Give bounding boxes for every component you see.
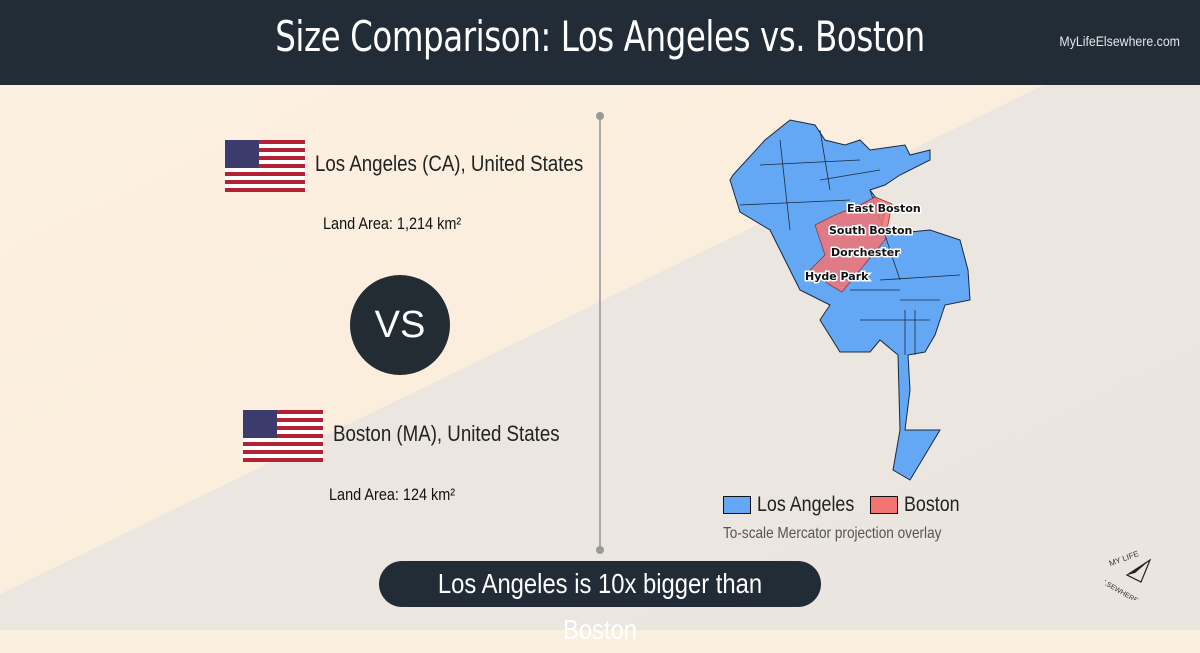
map-label-east-boston: East Boston [847,202,921,215]
divider [599,115,601,550]
divider-dot [596,546,604,554]
map-label-hyde-park: Hyde Park [805,270,869,283]
map-label-dorchester: Dorchester [831,246,900,259]
map-label-south-boston: South Boston [829,224,912,237]
legend-label: Los Angeles [757,493,855,516]
city2-land-area: Land Area: 124 km² [329,485,456,504]
legend-label: Boston [904,493,960,516]
city1-land-area: Land Area: 1,214 km² [323,214,462,233]
legend-los-angeles: Los Angeles [723,493,871,517]
map-note: To-scale Mercator projection overlay [723,525,942,542]
svg-text:ELSEWHERE: ELSEWHERE [1105,577,1139,600]
legend-swatch-boston [870,496,898,514]
map-overlay: East Boston South Boston Dorchester Hyde… [729,119,971,481]
summary-text: Los Angeles is 10x bigger than Boston [437,568,763,645]
legend-boston: Boston [870,493,969,517]
page-title: Size Comparison: Los Angeles vs. Boston [275,12,925,61]
city1-name: Los Angeles (CA), United States [315,151,584,176]
svg-text:MY LIFE: MY LIFE [1108,549,1140,568]
header: Size Comparison: Los Angeles vs. Boston … [0,0,1200,85]
legend-swatch-los-angeles [723,496,751,514]
summary-banner: Los Angeles is 10x bigger than Boston [379,561,821,645]
site-name[interactable]: MyLifeElsewhere.com [1059,33,1180,49]
city2-name: Boston (MA), United States [333,421,560,446]
my-life-elsewhere-logo: MY LIFE ELSEWHERE [1105,549,1152,600]
los-angeles-shape [729,119,971,481]
us-flag-icon [225,140,305,192]
boston-shape [809,196,893,293]
vs-badge: VS [350,275,450,375]
us-flag-icon [243,410,323,462]
divider-dot [596,112,604,120]
